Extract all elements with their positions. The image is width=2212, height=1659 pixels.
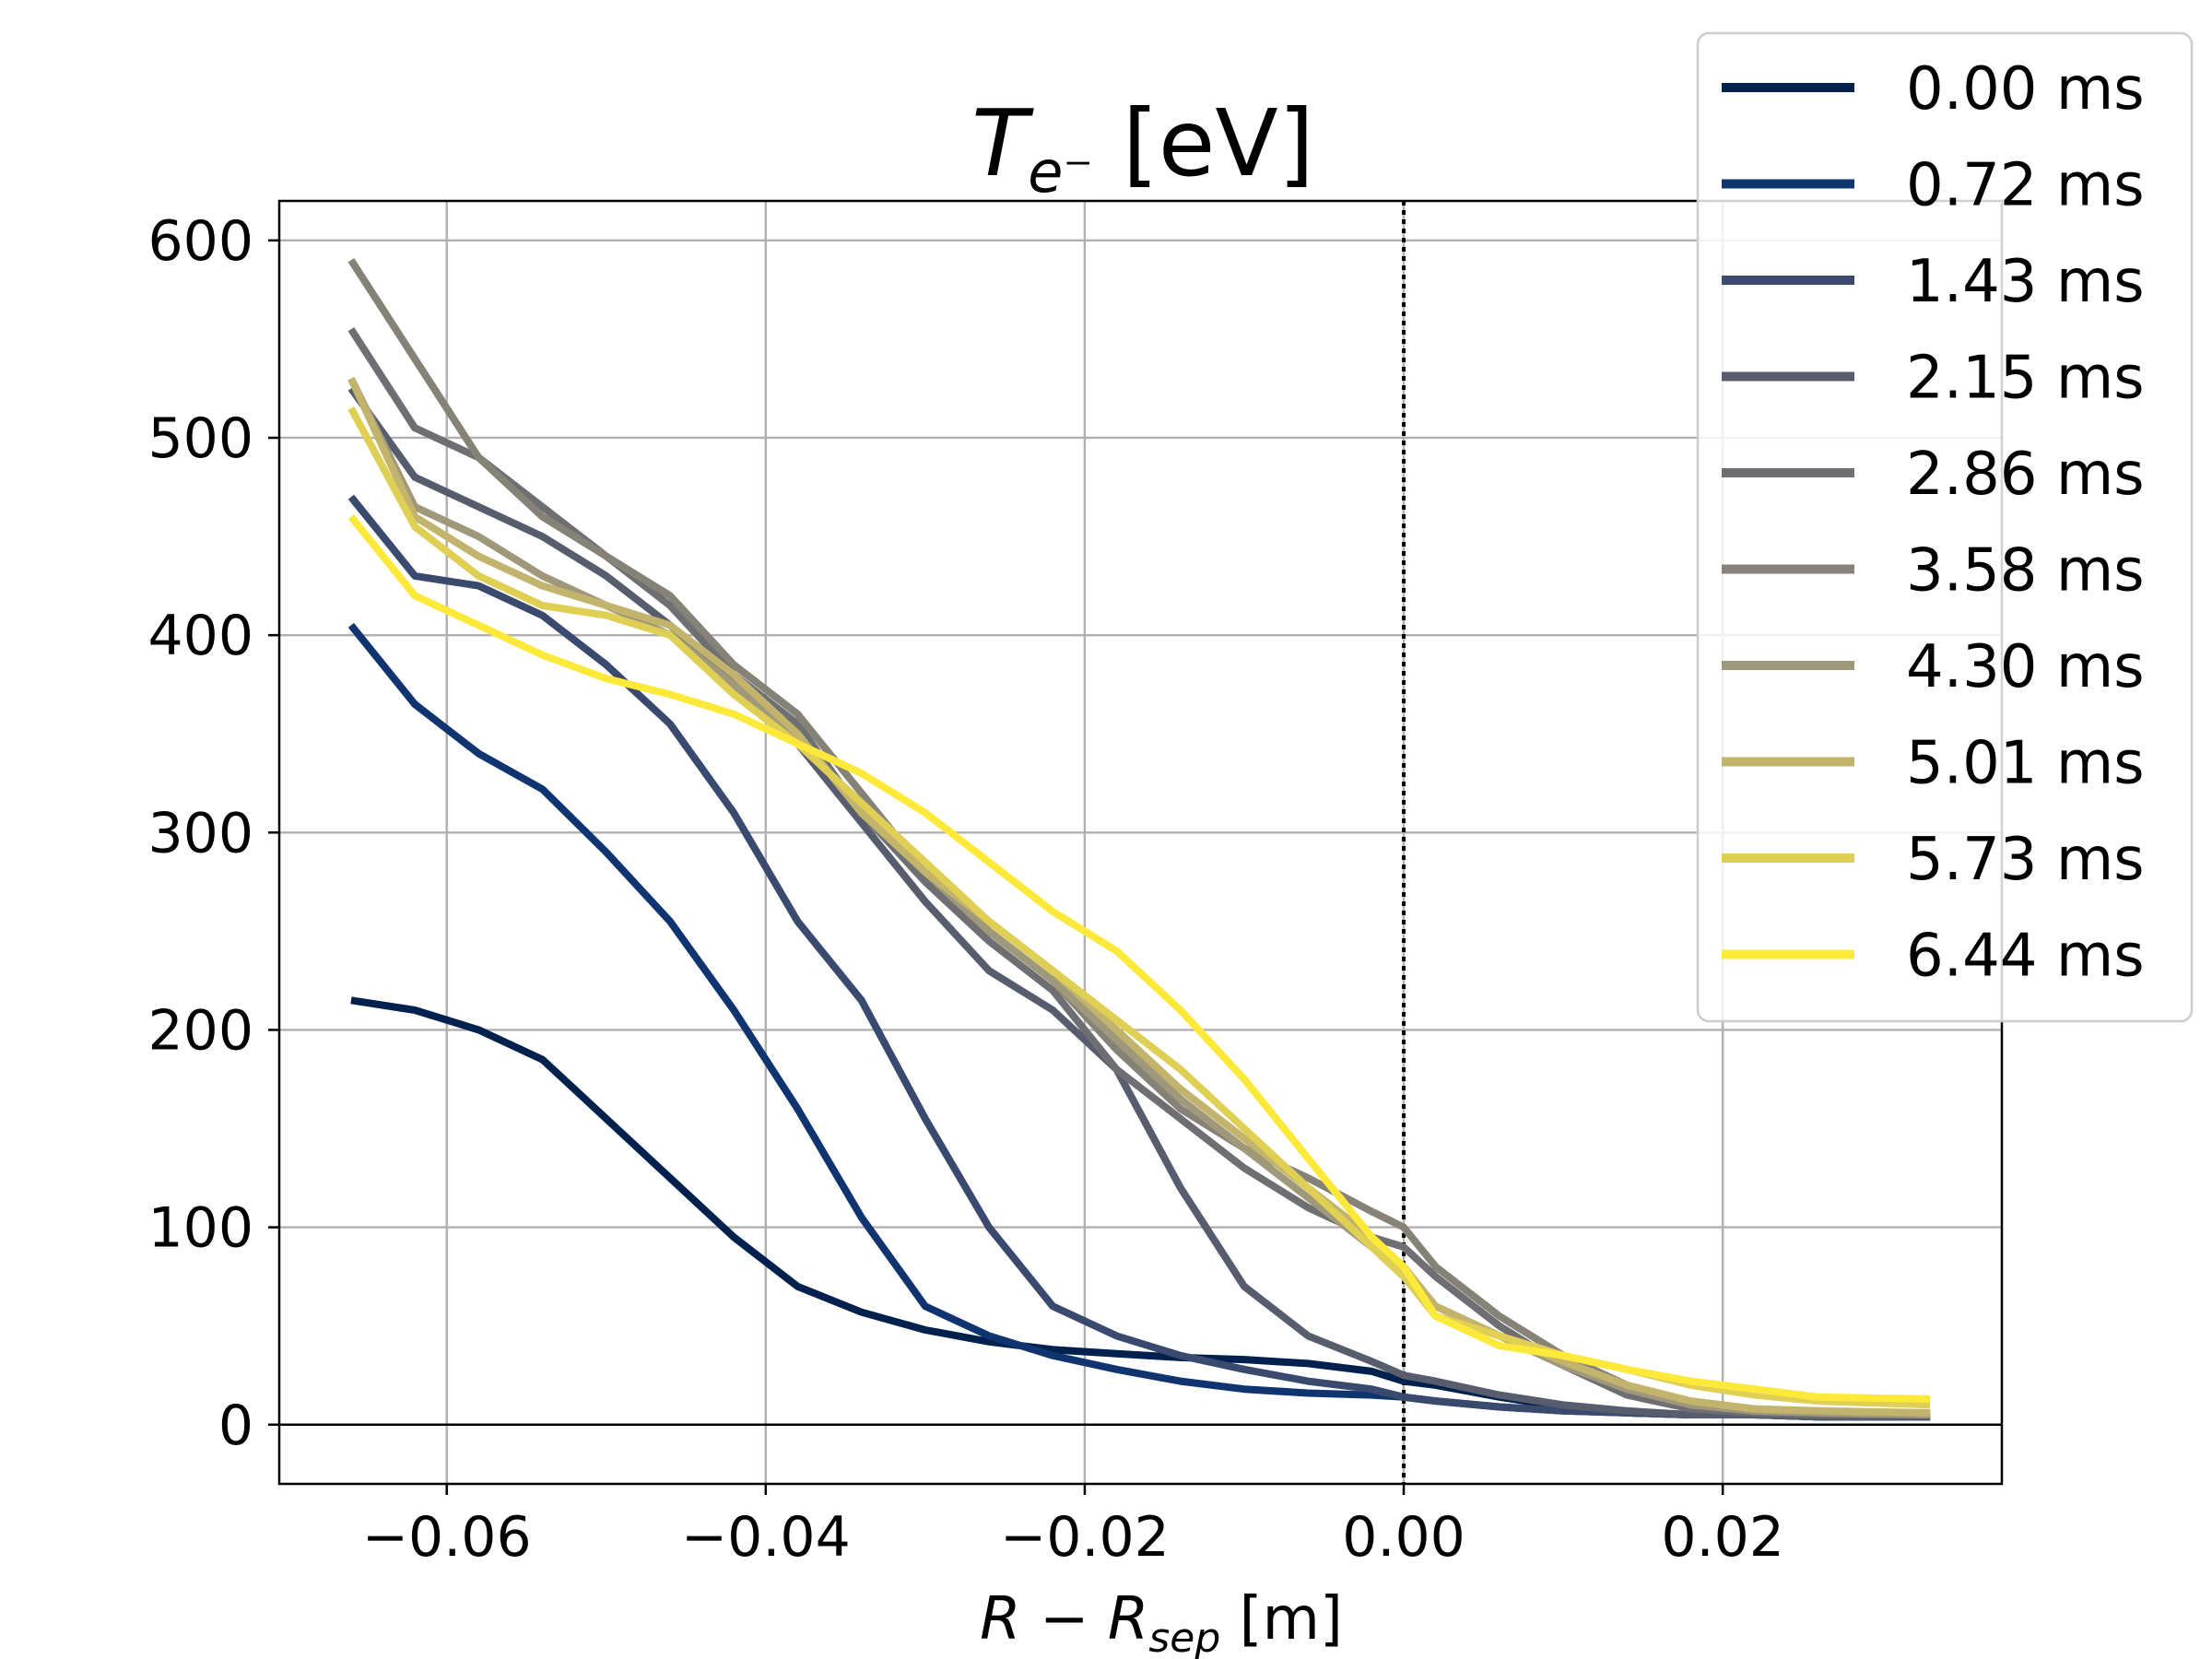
series-line xyxy=(347,327,1931,1418)
x-tick-label: −0.04 xyxy=(681,1505,851,1570)
y-tick-label: 100 xyxy=(147,1196,253,1261)
legend-label: 1.43 ms xyxy=(1906,248,2145,316)
legend-label: 3.58 ms xyxy=(1906,537,2145,606)
series-line xyxy=(347,376,1931,1418)
y-tick-label: 300 xyxy=(147,801,253,865)
series-line xyxy=(347,386,1931,1421)
y-tick-label: 600 xyxy=(147,209,253,274)
y-tick-label: 0 xyxy=(218,1394,253,1458)
legend: 0.00 ms 0.72 ms 1.43 ms 2.15 ms 2.86 ms 3.58 … xyxy=(1696,31,2194,1023)
x-tick-label: 0.00 xyxy=(1342,1505,1465,1570)
x-tick-label: −0.02 xyxy=(1000,1505,1170,1570)
series-line xyxy=(347,514,1931,1403)
legend-label: 4.30 ms xyxy=(1906,633,2145,701)
series-line xyxy=(347,377,1931,1417)
series-line xyxy=(347,406,1931,1409)
y-tick-label: 400 xyxy=(147,604,253,668)
axis-ticks: −0.06 −0.04 −0.02 0.00 0.02 0 100 200 300 400 500 6… xyxy=(147,209,1783,1570)
y-tick-label: 200 xyxy=(147,998,253,1063)
legend-label: 0.72 ms xyxy=(1906,152,2145,220)
x-axis-title: R − Rsep [m] xyxy=(980,1585,1343,1659)
x-tick-label: −0.06 xyxy=(362,1505,532,1570)
chart-title: Te⁻ [eV] xyxy=(971,89,1314,206)
series-lines xyxy=(347,258,1931,1421)
legend-label: 2.15 ms xyxy=(1906,345,2145,413)
series-line xyxy=(347,622,1931,1421)
x-tick-label: 0.02 xyxy=(1661,1505,1784,1570)
legend-label: 2.86 ms xyxy=(1906,441,2145,509)
legend-label: 0.00 ms xyxy=(1906,55,2145,124)
legend-label: 5.01 ms xyxy=(1906,730,2145,798)
legend-label: 6.44 ms xyxy=(1906,923,2145,991)
legend-label: 5.73 ms xyxy=(1906,826,2145,894)
y-tick-label: 500 xyxy=(147,406,253,471)
